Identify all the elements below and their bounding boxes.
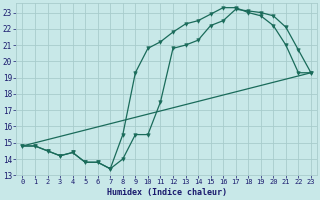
X-axis label: Humidex (Indice chaleur): Humidex (Indice chaleur) [107,188,227,197]
